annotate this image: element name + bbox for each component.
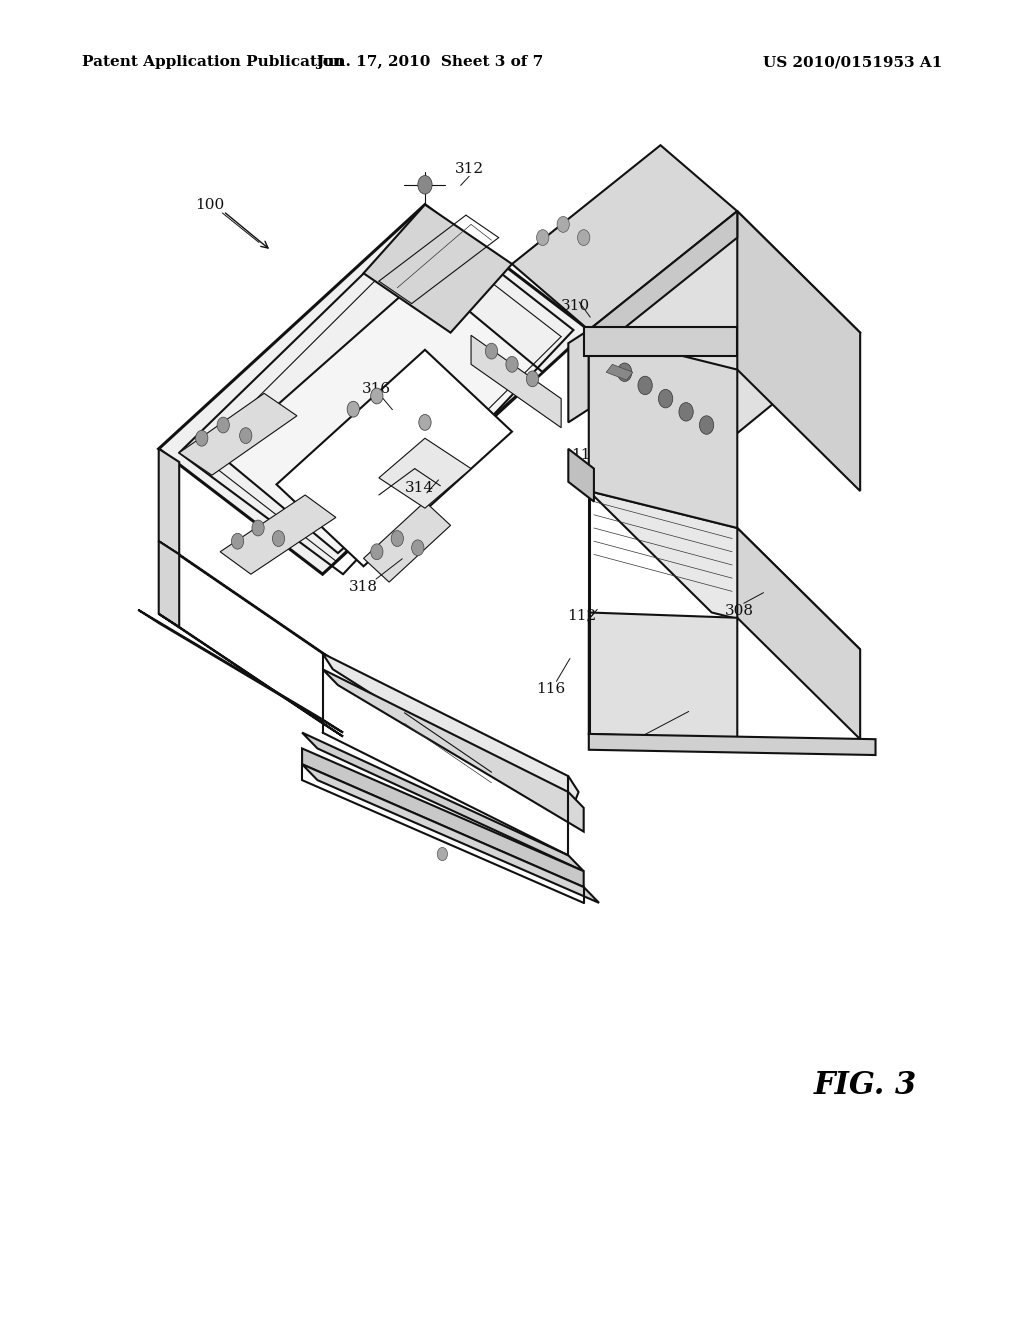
Circle shape bbox=[419, 414, 431, 430]
Text: 116: 116 bbox=[537, 682, 565, 696]
Polygon shape bbox=[276, 350, 512, 566]
Polygon shape bbox=[302, 764, 599, 903]
Circle shape bbox=[391, 531, 403, 546]
Text: Jun. 17, 2010  Sheet 3 of 7: Jun. 17, 2010 Sheet 3 of 7 bbox=[316, 55, 544, 70]
Polygon shape bbox=[179, 393, 297, 475]
Polygon shape bbox=[302, 748, 584, 887]
Polygon shape bbox=[323, 669, 584, 832]
Circle shape bbox=[658, 389, 673, 408]
Circle shape bbox=[272, 531, 285, 546]
Polygon shape bbox=[737, 528, 860, 739]
Circle shape bbox=[418, 176, 432, 194]
Circle shape bbox=[537, 230, 549, 246]
Polygon shape bbox=[589, 211, 860, 454]
Polygon shape bbox=[737, 211, 860, 491]
Circle shape bbox=[412, 540, 424, 556]
Polygon shape bbox=[138, 610, 343, 733]
Circle shape bbox=[371, 544, 383, 560]
Circle shape bbox=[217, 417, 229, 433]
Polygon shape bbox=[589, 612, 737, 739]
Polygon shape bbox=[512, 145, 737, 330]
Polygon shape bbox=[589, 211, 737, 356]
Text: 100: 100 bbox=[196, 198, 224, 211]
Circle shape bbox=[485, 343, 498, 359]
Text: 312: 312 bbox=[455, 162, 483, 176]
Text: 316: 316 bbox=[362, 383, 391, 396]
Circle shape bbox=[196, 430, 208, 446]
Polygon shape bbox=[159, 205, 589, 574]
Text: 110: 110 bbox=[595, 449, 624, 462]
Circle shape bbox=[506, 356, 518, 372]
Circle shape bbox=[679, 403, 693, 421]
Text: 308: 308 bbox=[725, 605, 754, 618]
Polygon shape bbox=[568, 449, 594, 502]
Polygon shape bbox=[159, 541, 179, 627]
Text: US 2010/0151953 A1: US 2010/0151953 A1 bbox=[763, 55, 942, 70]
Circle shape bbox=[638, 376, 652, 395]
Circle shape bbox=[231, 533, 244, 549]
Circle shape bbox=[526, 371, 539, 387]
Text: Patent Application Publication: Patent Application Publication bbox=[82, 55, 344, 70]
Circle shape bbox=[699, 416, 714, 434]
Text: 112: 112 bbox=[567, 610, 596, 623]
Text: 304: 304 bbox=[697, 413, 726, 426]
Text: 302: 302 bbox=[623, 409, 651, 422]
Polygon shape bbox=[568, 330, 589, 422]
Text: 114: 114 bbox=[571, 449, 600, 462]
Text: 314: 314 bbox=[406, 482, 434, 495]
Circle shape bbox=[617, 363, 632, 381]
Circle shape bbox=[252, 520, 264, 536]
Polygon shape bbox=[159, 541, 343, 667]
Polygon shape bbox=[606, 364, 633, 380]
Polygon shape bbox=[302, 733, 584, 871]
Polygon shape bbox=[471, 335, 561, 428]
Polygon shape bbox=[323, 653, 579, 818]
Polygon shape bbox=[364, 502, 451, 582]
Polygon shape bbox=[584, 327, 737, 356]
Polygon shape bbox=[379, 438, 471, 508]
Polygon shape bbox=[589, 491, 860, 649]
Circle shape bbox=[240, 428, 252, 444]
Polygon shape bbox=[589, 333, 737, 528]
Circle shape bbox=[578, 230, 590, 246]
Circle shape bbox=[557, 216, 569, 232]
Text: 318: 318 bbox=[349, 581, 378, 594]
Text: 310: 310 bbox=[561, 300, 590, 313]
Text: 306: 306 bbox=[623, 737, 651, 750]
Circle shape bbox=[437, 847, 447, 861]
Text: FIG. 3: FIG. 3 bbox=[814, 1069, 918, 1101]
Polygon shape bbox=[220, 495, 336, 574]
Circle shape bbox=[371, 388, 383, 404]
Circle shape bbox=[347, 401, 359, 417]
Polygon shape bbox=[159, 614, 343, 737]
Polygon shape bbox=[220, 275, 543, 553]
Polygon shape bbox=[159, 449, 179, 554]
Polygon shape bbox=[589, 734, 876, 755]
Polygon shape bbox=[364, 205, 512, 333]
